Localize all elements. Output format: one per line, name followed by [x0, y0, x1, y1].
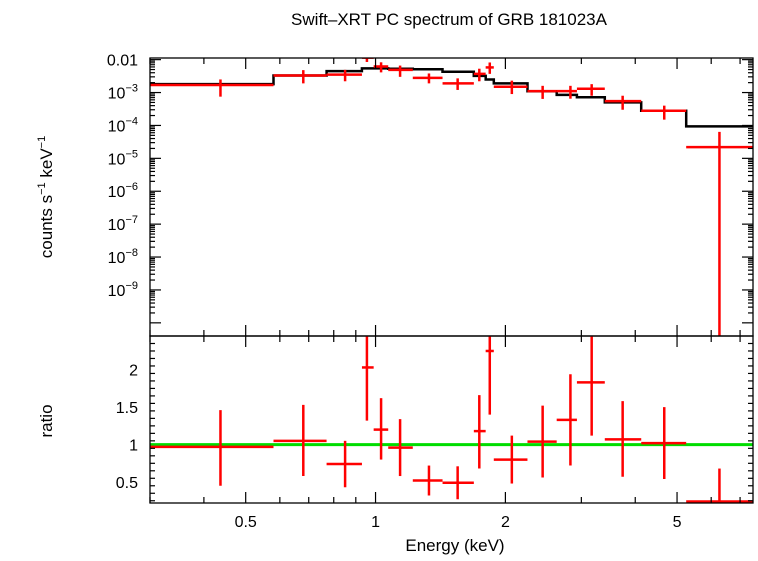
spectrum-data-point — [326, 69, 362, 82]
y-tick-label: 10−4 — [108, 115, 138, 135]
ratio-data-point — [686, 468, 753, 503]
x-tick-label: 0.5 — [235, 514, 257, 531]
ratio-data-point — [388, 419, 413, 477]
spectrum-frame — [149, 57, 754, 337]
ratio-data-point — [527, 405, 557, 478]
spectrum-data-point — [686, 131, 753, 336]
ratio-data-point — [641, 407, 687, 480]
ratio-data-point — [412, 465, 443, 496]
spectrum-data-point — [604, 95, 642, 110]
y-tick-label: 0.01 — [107, 53, 138, 70]
ratio-y-tick-label: 1 — [129, 438, 138, 455]
x-tick-label: 1 — [371, 514, 380, 531]
y-tick-label: 10−3 — [108, 83, 138, 103]
chart-labels: 10−9 10−8 10−7 10−6 10−5 10−4 10−3 0.01 0.5 1 1.5 2… — [36, 10, 682, 555]
ratio-data-point — [576, 336, 605, 436]
ratio-data-point — [493, 435, 528, 484]
ratio-data-point — [150, 410, 274, 486]
ratio-axis-label: ratio — [37, 404, 56, 437]
y-tick-label: 10−8 — [108, 247, 138, 267]
spectrum-data-point — [576, 84, 605, 96]
ratio-y-tick-label: 0.5 — [116, 475, 138, 492]
ratio-data-point — [373, 398, 389, 460]
ratio-y-tick-label: 2 — [129, 363, 138, 380]
x-axis-label: Energy (keV) — [405, 536, 504, 555]
spectrum-data-point — [412, 73, 443, 84]
ratio-data-point — [604, 401, 642, 477]
chart-title: Swift–XRT PC spectrum of GRB 181023A — [291, 10, 608, 29]
ratio-data-point — [273, 404, 327, 477]
model-histogram — [150, 67, 753, 128]
spectrum-data-point — [556, 85, 577, 99]
spectrum-data-point — [493, 80, 528, 95]
x-tick-label: 5 — [673, 514, 682, 531]
spectrum-panel — [149, 57, 754, 337]
ratio-data-point — [485, 336, 494, 415]
ratio-data-point — [556, 374, 577, 466]
ratio-data-point — [361, 336, 374, 421]
y-tick-label: 10−6 — [108, 181, 138, 201]
ratio-data-point — [326, 440, 362, 488]
spectrum-data-point — [150, 79, 274, 97]
spectrum-data-point — [641, 105, 687, 120]
y-tick-label: 10−7 — [108, 214, 138, 234]
ratio-data-point — [473, 395, 486, 469]
ratio-y-tick-label: 1.5 — [116, 400, 138, 417]
y-tick-label: 10−9 — [108, 280, 138, 300]
ratio-panel — [149, 335, 754, 504]
ratio-frame — [149, 335, 754, 504]
spectrum-data-point — [273, 70, 327, 84]
ratio-data-point — [442, 466, 474, 500]
spectrum-data-point — [527, 85, 557, 99]
spectrum-data-point — [442, 78, 474, 90]
y-tick-label: 10−5 — [108, 148, 138, 168]
spectrum-data-point — [485, 62, 494, 74]
spectrum-data-point — [388, 65, 413, 77]
x-tick-label: 2 — [501, 514, 510, 531]
spectrum-data-point — [473, 68, 486, 82]
y-axis-label: counts s−1 keV−1 — [36, 136, 56, 258]
